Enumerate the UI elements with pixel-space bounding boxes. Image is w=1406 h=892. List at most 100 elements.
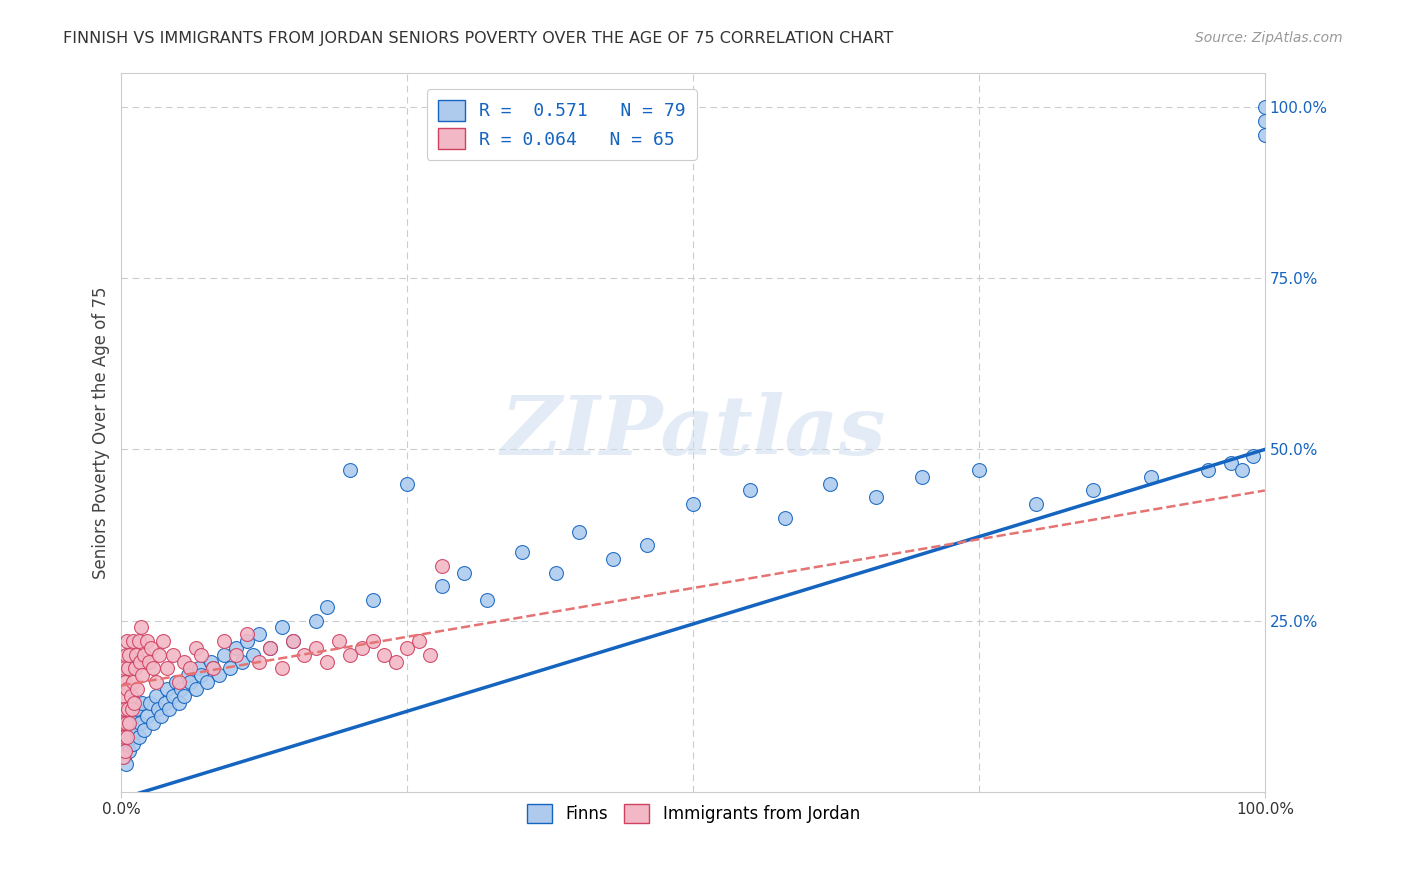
Point <box>114 743 136 757</box>
Point <box>159 702 181 716</box>
Point <box>115 634 138 648</box>
Point <box>111 716 134 731</box>
Point <box>112 661 135 675</box>
Point <box>219 661 242 675</box>
Point <box>225 640 247 655</box>
Point <box>135 709 157 723</box>
Point <box>139 696 162 710</box>
Point <box>190 668 212 682</box>
Point <box>115 737 138 751</box>
Point <box>236 627 259 641</box>
Point <box>125 702 148 716</box>
Point <box>602 552 624 566</box>
Point <box>173 655 195 669</box>
Point <box>145 689 167 703</box>
Y-axis label: Seniors Poverty Over the Age of 75: Seniors Poverty Over the Age of 75 <box>93 286 110 579</box>
Point <box>430 579 453 593</box>
Point <box>177 668 200 682</box>
Point <box>328 634 350 648</box>
Point <box>150 709 173 723</box>
Point <box>316 599 339 614</box>
Point <box>865 491 887 505</box>
Point <box>112 730 135 744</box>
Point <box>148 648 170 662</box>
Point <box>124 723 146 737</box>
Point <box>122 634 145 648</box>
Point <box>118 648 141 662</box>
Point <box>682 497 704 511</box>
Point <box>117 661 139 675</box>
Point <box>247 627 270 641</box>
Point <box>125 648 148 662</box>
Point <box>115 648 138 662</box>
Point <box>128 716 150 731</box>
Point <box>115 681 138 696</box>
Point <box>117 723 139 737</box>
Point <box>201 661 224 675</box>
Point <box>1139 470 1161 484</box>
Point <box>430 558 453 573</box>
Point <box>350 640 373 655</box>
Point <box>316 655 339 669</box>
Point <box>292 648 315 662</box>
Point <box>242 648 264 662</box>
Point <box>114 702 136 716</box>
Text: Source: ZipAtlas.com: Source: ZipAtlas.com <box>1195 31 1343 45</box>
Point <box>127 681 149 696</box>
Point <box>967 463 990 477</box>
Point <box>131 668 153 682</box>
Legend: Finns, Immigrants from Jordan: Finns, Immigrants from Jordan <box>520 797 866 830</box>
Point <box>305 640 328 655</box>
Point <box>385 655 408 669</box>
Point <box>361 634 384 648</box>
Point <box>281 634 304 648</box>
Point <box>170 681 193 696</box>
Point <box>122 675 145 690</box>
Point <box>146 702 169 716</box>
Point <box>152 634 174 648</box>
Point <box>114 730 136 744</box>
Point <box>188 661 211 675</box>
Point <box>142 661 165 675</box>
Point <box>120 689 142 703</box>
Point <box>135 634 157 648</box>
Point <box>259 640 281 655</box>
Point <box>1083 483 1105 498</box>
Point <box>259 640 281 655</box>
Point <box>128 730 150 744</box>
Point <box>1219 456 1241 470</box>
Point <box>128 634 150 648</box>
Point <box>118 716 141 731</box>
Point <box>138 655 160 669</box>
Point <box>124 661 146 675</box>
Point <box>128 655 150 669</box>
Point <box>339 463 361 477</box>
Point <box>281 634 304 648</box>
Point <box>236 634 259 648</box>
Point <box>122 737 145 751</box>
Point <box>270 620 292 634</box>
Point <box>117 702 139 716</box>
Point <box>419 648 441 662</box>
Point <box>115 757 138 772</box>
Point <box>231 655 253 669</box>
Point <box>361 593 384 607</box>
Point <box>134 648 156 662</box>
Point <box>1197 463 1219 477</box>
Point <box>122 709 145 723</box>
Point <box>201 661 224 675</box>
Point <box>129 620 152 634</box>
Point <box>568 524 591 539</box>
Point <box>165 675 187 690</box>
Point <box>179 675 201 690</box>
Point <box>190 648 212 662</box>
Point <box>453 566 475 580</box>
Point <box>214 648 236 662</box>
Point <box>544 566 567 580</box>
Point <box>1241 450 1264 464</box>
Point <box>162 689 184 703</box>
Point <box>118 743 141 757</box>
Point <box>134 723 156 737</box>
Point <box>740 483 762 498</box>
Point <box>477 593 499 607</box>
